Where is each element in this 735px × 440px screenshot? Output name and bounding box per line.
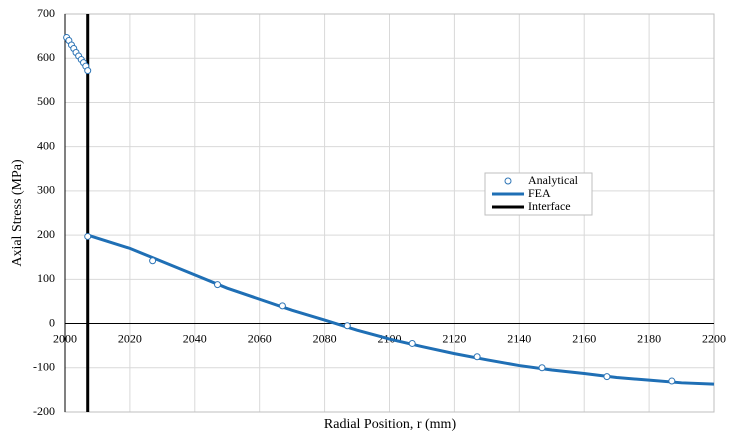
data-point [214, 281, 222, 289]
y-tick-label: 0 [49, 315, 55, 329]
x-tick-label: 2060 [248, 331, 272, 345]
y-tick-label: 100 [37, 271, 55, 285]
data-point [149, 257, 157, 265]
data-point [538, 364, 546, 372]
series-line [87, 233, 715, 386]
y-tick-label: -100 [33, 360, 55, 374]
legend-label: Analytical [528, 173, 579, 187]
y-tick-label: 500 [37, 94, 55, 108]
data-point [343, 322, 351, 330]
data-point [84, 67, 92, 75]
x-tick-label: 2140 [507, 331, 531, 345]
data-point [408, 339, 416, 347]
data-point [668, 377, 676, 385]
legend-label: Interface [528, 199, 571, 213]
y-axis-title: Axial Stress (MPa) [10, 159, 25, 267]
x-tick-label: 2080 [313, 331, 337, 345]
data-point [473, 353, 481, 361]
legend-label: FEA [528, 186, 551, 200]
y-tick-label: 600 [37, 50, 55, 64]
y-tick-label: -200 [33, 404, 55, 418]
x-tick-label: 2020 [118, 331, 142, 345]
x-tick-label: 2180 [637, 331, 661, 345]
data-point [603, 373, 611, 381]
x-tick-label: 2160 [572, 331, 596, 345]
legend-marker [504, 177, 512, 185]
x-axis-title: Radial Position, r (mm) [324, 417, 457, 432]
y-tick-label: 700 [37, 6, 55, 20]
y-tick-label: 200 [37, 227, 55, 241]
data-point [278, 302, 286, 310]
x-tick-label: 2040 [183, 331, 207, 345]
y-tick-label: 400 [37, 138, 55, 152]
x-tick-label: 2120 [442, 331, 466, 345]
y-tick-label: 300 [37, 183, 55, 197]
data-point [84, 232, 92, 240]
